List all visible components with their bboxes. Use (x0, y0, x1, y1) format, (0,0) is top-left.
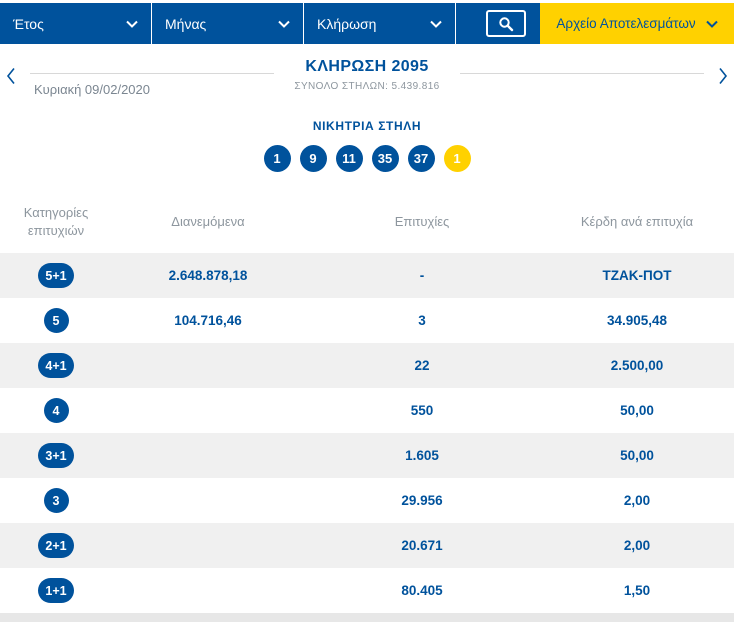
year-dropdown-label: Έτος (13, 15, 44, 32)
draw-date: Κυριακή 09/02/2020 (34, 82, 150, 97)
previous-draw-button[interactable] (6, 67, 16, 85)
distributed-cell: 2.648.878,18 (168, 268, 248, 284)
chevron-down-icon (430, 20, 442, 28)
number-ball: 37 (407, 145, 435, 172)
category-badge: 4 (43, 398, 69, 424)
archive-results-button[interactable]: Αρχείο Αποτελεσμάτων (540, 3, 734, 44)
prize-cell: 34.905,48 (606, 313, 668, 329)
prize-cell: ΤΖΑΚ-ΠΟΤ (602, 268, 672, 284)
prize-table-body: 5+1 2.648.878,18 - ΤΖΑΚ-ΠΟΤ 5 104.716,46… (0, 253, 734, 613)
prize-cell: 50,00 (620, 403, 654, 419)
category-badge: 3+1 (38, 443, 74, 469)
wins-cell: 550 (410, 403, 434, 419)
joker-number-ball: 1 (443, 145, 471, 172)
year-dropdown[interactable]: Έτος (0, 3, 152, 44)
table-row: 5 104.716,46 3 34.905,48 (0, 298, 734, 343)
category-badge: 5 (43, 308, 69, 334)
draw-dropdown[interactable]: Κλήρωση (304, 3, 456, 44)
archive-results-label: Αρχείο Αποτελεσμάτων (556, 16, 696, 31)
search-icon (499, 16, 514, 31)
divider-line (459, 73, 705, 74)
chevron-right-icon (719, 68, 728, 84)
chevron-down-icon (705, 20, 718, 28)
chevron-down-icon (278, 20, 290, 28)
search-button[interactable] (486, 10, 526, 37)
wins-cell: 22 (414, 358, 430, 374)
winning-column-heading: ΝΙΚΗΤΡΙΑ ΣΤΗΛΗ (312, 119, 422, 133)
table-row: 4+1 22 2.500,00 (0, 343, 734, 389)
header-prize-per-win: Κέρδη ανά επιτυχία (580, 214, 694, 230)
draw-subtitle: ΣΥΝΟΛΟ ΣΤΗΛΩΝ: 5.439.816 (294, 81, 440, 92)
chevron-left-icon (6, 68, 15, 84)
number-ball: 1 (263, 145, 291, 172)
number-ball: 35 (371, 145, 399, 172)
prize-cell: 2.500,00 (610, 358, 664, 374)
category-badge: 3 (43, 488, 69, 514)
table-row: 3 29.956 2,00 (0, 478, 734, 523)
chevron-down-icon (126, 20, 138, 28)
wins-cell: - (419, 268, 425, 284)
prize-cell: 2,00 (623, 538, 651, 554)
wins-cell: 20.671 (401, 538, 443, 554)
month-dropdown-label: Μήνας (165, 15, 207, 32)
distributed-cell: 104.716,46 (174, 313, 242, 329)
prize-table: Κατηγορίες επιτυχιών Διανεμόμενα Επιτυχί… (0, 198, 734, 613)
table-row: 2+1 20.671 2,00 (0, 523, 734, 569)
filter-bar: Έτος Μήνας Κλήρωση Αρχείο Αποτελεσμάτων (0, 3, 734, 44)
number-ball: 9 (299, 145, 327, 172)
table-row: 4 550 50,00 (0, 388, 734, 433)
category-badge: 5+1 (38, 263, 74, 289)
wins-cell: 3 (418, 313, 426, 329)
winning-numbers: 1 9 11 35 37 1 (0, 145, 734, 172)
wins-cell: 29.956 (401, 493, 443, 509)
table-row: 1+1 80.405 1,50 (0, 568, 734, 613)
header-distributed: Διανεμόμενα (171, 214, 245, 230)
draw-navigation: Κυριακή 09/02/2020 ΚΛΗΡΩΣΗ 2095 ΣΥΝΟΛΟ Σ… (0, 44, 734, 101)
number-ball: 11 (335, 145, 363, 172)
prize-cell: 1,50 (623, 583, 651, 599)
prize-cell: 2,00 (623, 493, 651, 509)
category-badge: 1+1 (38, 578, 74, 604)
category-badge: 4+1 (38, 353, 74, 379)
draw-dropdown-label: Κλήρωση (317, 15, 377, 32)
nav-left-section: Κυριακή 09/02/2020 (16, 58, 288, 97)
category-badge: 2+1 (38, 533, 74, 559)
draw-title: ΚΛΗΡΩΣΗ 2095 (305, 58, 429, 75)
header-wins: Επιτυχίες (394, 214, 450, 230)
month-dropdown[interactable]: Μήνας (152, 3, 304, 44)
header-categories: Κατηγορίες επιτυχιών (23, 205, 89, 238)
table-row: 3+1 1.605 50,00 (0, 433, 734, 479)
winning-column-section: ΝΙΚΗΤΡΙΑ ΣΤΗΛΗ 1 9 11 35 37 1 (0, 119, 734, 172)
prize-table-header: Κατηγορίες επιτυχιών Διανεμόμενα Επιτυχί… (0, 198, 734, 253)
footer-strip (0, 613, 734, 623)
wins-cell: 1.605 (405, 448, 439, 464)
nav-right-section (446, 58, 718, 74)
divider-line (30, 73, 275, 74)
table-row: 5+1 2.648.878,18 - ΤΖΑΚ-ΠΟΤ (0, 253, 734, 299)
wins-cell: 80.405 (401, 583, 443, 599)
prize-cell: 50,00 (620, 448, 654, 464)
next-draw-button[interactable] (718, 67, 728, 85)
draw-header: ΚΛΗΡΩΣΗ 2095 ΣΥΝΟΛΟ ΣΤΗΛΩΝ: 5.439.816 (288, 58, 445, 92)
